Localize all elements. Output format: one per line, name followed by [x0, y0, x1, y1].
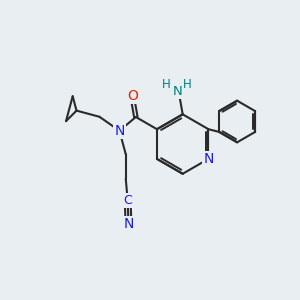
- Text: N: N: [203, 152, 214, 166]
- Text: N: N: [172, 85, 182, 98]
- Text: N: N: [114, 124, 124, 138]
- Text: C: C: [123, 194, 132, 207]
- Text: H: H: [162, 78, 171, 92]
- Text: N: N: [123, 217, 134, 231]
- Text: O: O: [127, 89, 138, 103]
- Text: H: H: [183, 78, 192, 92]
